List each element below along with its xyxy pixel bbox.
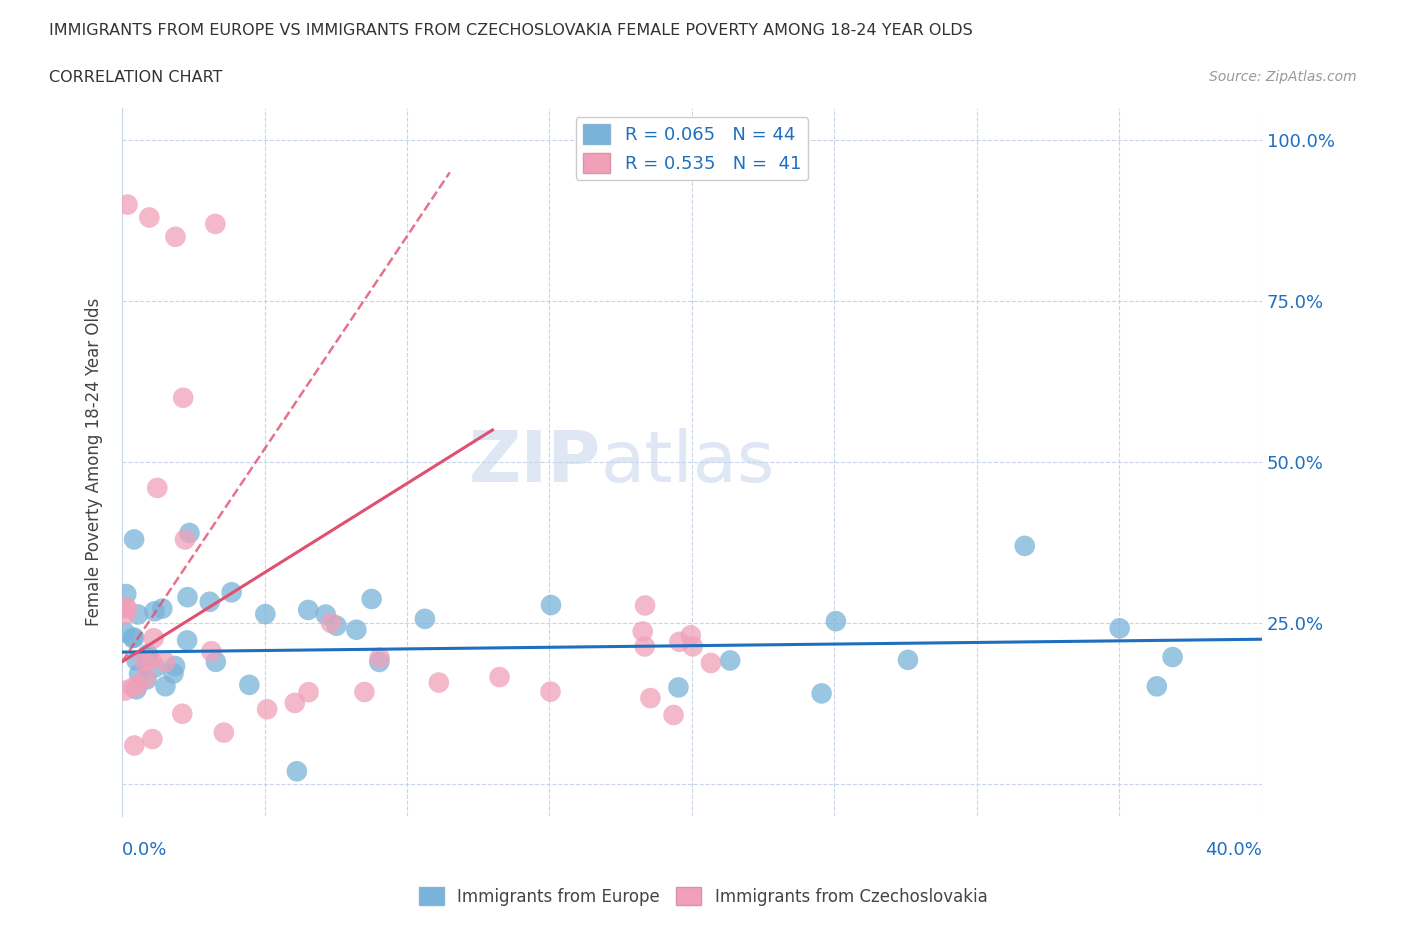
Point (353, 684, 375, 699)
Point (634, 598, 657, 613)
Point (114, 600, 136, 615)
Point (668, 680, 690, 695)
Point (319, 616, 342, 631)
Point (142, 631, 165, 645)
Point (1014, 538, 1036, 553)
Point (121, 631, 143, 645)
Text: IMMIGRANTS FROM EUROPE VS IMMIGRANTS FROM CZECHOSLOVAKIA FEMALE POVERTY AMONG 18: IMMIGRANTS FROM EUROPE VS IMMIGRANTS FRO… (49, 23, 973, 38)
Y-axis label: Female Poverty Among 18-24 Year Olds: Female Poverty Among 18-24 Year Olds (86, 298, 103, 626)
Point (172, 391, 194, 405)
Point (141, 732, 163, 747)
Point (205, 655, 228, 670)
Point (200, 644, 222, 658)
Point (114, 625, 136, 640)
Point (427, 675, 450, 690)
Point (254, 606, 277, 621)
Point (1108, 621, 1130, 636)
Point (284, 696, 307, 711)
Legend: R = 0.065   N = 44, R = 0.535   N =  41: R = 0.065 N = 44, R = 0.535 N = 41 (576, 117, 808, 180)
Point (134, 654, 156, 669)
Point (297, 684, 319, 699)
Point (122, 631, 145, 645)
Point (679, 628, 702, 643)
Point (256, 702, 278, 717)
Point (344, 622, 367, 637)
Point (640, 691, 662, 706)
Text: 40.0%: 40.0% (1205, 842, 1263, 859)
Point (176, 633, 198, 648)
Point (297, 603, 319, 618)
Point (125, 682, 148, 697)
Point (141, 652, 163, 667)
Point (114, 607, 136, 622)
Point (668, 634, 690, 649)
Point (174, 532, 197, 547)
Point (165, 230, 187, 245)
Point (155, 655, 177, 670)
Point (143, 604, 166, 618)
Point (198, 594, 221, 609)
Point (114, 684, 136, 698)
Point (360, 591, 382, 606)
Point (135, 650, 157, 665)
Point (221, 585, 243, 600)
Point (488, 670, 510, 684)
Point (162, 666, 184, 681)
Point (117, 197, 139, 212)
Point (155, 679, 177, 694)
Point (135, 671, 157, 685)
Point (682, 639, 704, 654)
Point (824, 614, 846, 629)
Point (146, 481, 169, 496)
Point (413, 611, 436, 626)
Point (540, 684, 562, 699)
Point (325, 618, 347, 633)
Point (368, 655, 391, 670)
Point (285, 764, 308, 778)
Point (138, 210, 160, 225)
Point (315, 607, 337, 622)
Text: ZIP: ZIP (468, 428, 600, 497)
Text: CORRELATION CHART: CORRELATION CHART (49, 70, 222, 85)
Point (145, 660, 167, 675)
Point (897, 653, 920, 668)
Point (150, 601, 173, 616)
Point (122, 680, 145, 695)
Point (165, 658, 187, 673)
Point (634, 639, 657, 654)
Text: 0.0%: 0.0% (122, 842, 167, 859)
Point (631, 624, 654, 639)
Text: atlas: atlas (600, 428, 775, 497)
Point (176, 590, 198, 604)
Legend: Immigrants from Europe, Immigrants from Czechoslovakia: Immigrants from Europe, Immigrants from … (412, 881, 994, 912)
Point (1161, 649, 1184, 664)
Point (135, 672, 157, 687)
Point (368, 650, 391, 665)
Point (238, 677, 260, 692)
Point (127, 607, 149, 622)
Point (810, 686, 832, 701)
Point (122, 532, 145, 547)
Point (1146, 679, 1168, 694)
Point (125, 653, 148, 668)
Point (212, 725, 235, 740)
Point (179, 525, 201, 540)
Point (115, 601, 138, 616)
Point (718, 653, 741, 668)
Point (136, 646, 159, 661)
Point (124, 738, 146, 753)
Point (127, 677, 149, 692)
Point (204, 217, 226, 232)
Point (540, 598, 562, 613)
Point (700, 656, 723, 671)
Point (662, 708, 685, 723)
Text: Source: ZipAtlas.com: Source: ZipAtlas.com (1209, 70, 1357, 84)
Point (128, 666, 150, 681)
Point (115, 587, 138, 602)
Point (172, 706, 194, 721)
